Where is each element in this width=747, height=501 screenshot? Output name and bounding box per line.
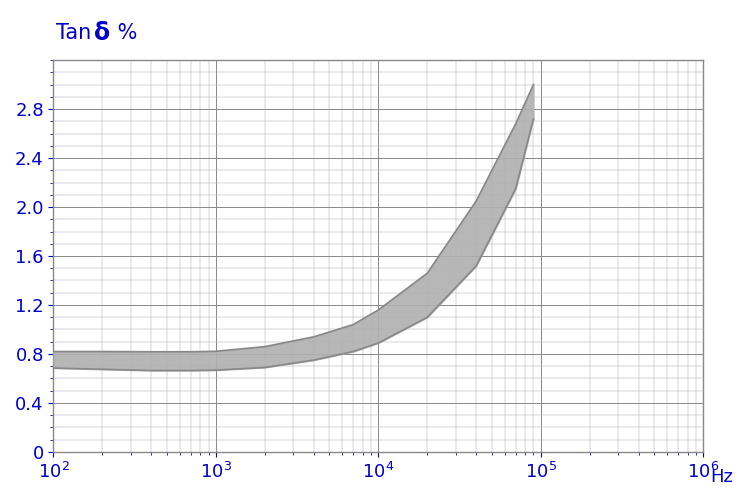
Text: %: % <box>111 23 137 43</box>
Text: δ: δ <box>94 21 111 45</box>
Text: Tan: Tan <box>56 23 98 43</box>
Text: Hz: Hz <box>710 468 733 486</box>
